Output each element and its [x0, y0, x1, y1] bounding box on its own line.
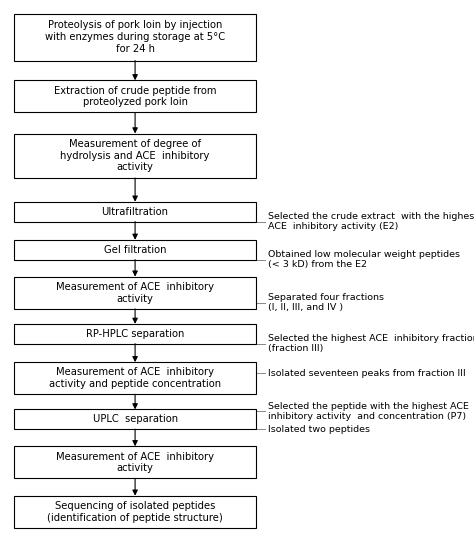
FancyBboxPatch shape — [14, 410, 256, 429]
FancyBboxPatch shape — [14, 362, 256, 395]
Text: Ultrafiltration: Ultrafiltration — [101, 206, 169, 217]
FancyBboxPatch shape — [14, 496, 256, 528]
FancyBboxPatch shape — [14, 13, 256, 60]
Text: Obtained low molecular weight peptides
(< 3 kD) from the E2: Obtained low molecular weight peptides (… — [268, 250, 460, 270]
Text: Isolated two peptides: Isolated two peptides — [268, 425, 370, 434]
Text: Selected the crude extract  with the highest
ACE  inhibitory activity (E2): Selected the crude extract with the high… — [268, 212, 474, 231]
Text: Isolated seventeen peaks from fraction III: Isolated seventeen peaks from fraction I… — [268, 369, 465, 378]
Text: Gel filtration: Gel filtration — [104, 245, 166, 255]
Text: Extraction of crude peptide from
proteolyzed pork loin: Extraction of crude peptide from proteol… — [54, 86, 216, 107]
Text: Separated four fractions
(I, II, III, and IV ): Separated four fractions (I, II, III, an… — [268, 293, 384, 312]
Text: Selected the highest ACE  inhibitory fraction
(fraction III): Selected the highest ACE inhibitory frac… — [268, 334, 474, 354]
Text: Measurement of ACE  inhibitory
activity and peptide concentration: Measurement of ACE inhibitory activity a… — [49, 368, 221, 389]
Text: Measurement of ACE  inhibitory
activity: Measurement of ACE inhibitory activity — [56, 282, 214, 303]
Text: RP-HPLC separation: RP-HPLC separation — [86, 329, 184, 339]
Text: Sequencing of isolated peptides
(identification of peptide structure): Sequencing of isolated peptides (identif… — [47, 501, 223, 523]
Text: Selected the peptide with the highest ACE
inhibitory activity  and concentration: Selected the peptide with the highest AC… — [268, 402, 469, 421]
Text: UPLC  separation: UPLC separation — [92, 414, 178, 424]
FancyBboxPatch shape — [14, 277, 256, 309]
FancyBboxPatch shape — [14, 240, 256, 260]
Text: Measurement of ACE  inhibitory
activity: Measurement of ACE inhibitory activity — [56, 452, 214, 473]
FancyBboxPatch shape — [14, 202, 256, 222]
FancyBboxPatch shape — [14, 80, 256, 113]
Text: Proteolysis of pork loin by injection
with enzymes during storage at 5°C
for 24 : Proteolysis of pork loin by injection wi… — [45, 20, 225, 54]
Text: Measurement of degree of
hydrolysis and ACE  inhibitory
activity: Measurement of degree of hydrolysis and … — [60, 139, 210, 172]
FancyBboxPatch shape — [14, 134, 256, 178]
FancyBboxPatch shape — [14, 324, 256, 344]
FancyBboxPatch shape — [14, 446, 256, 479]
